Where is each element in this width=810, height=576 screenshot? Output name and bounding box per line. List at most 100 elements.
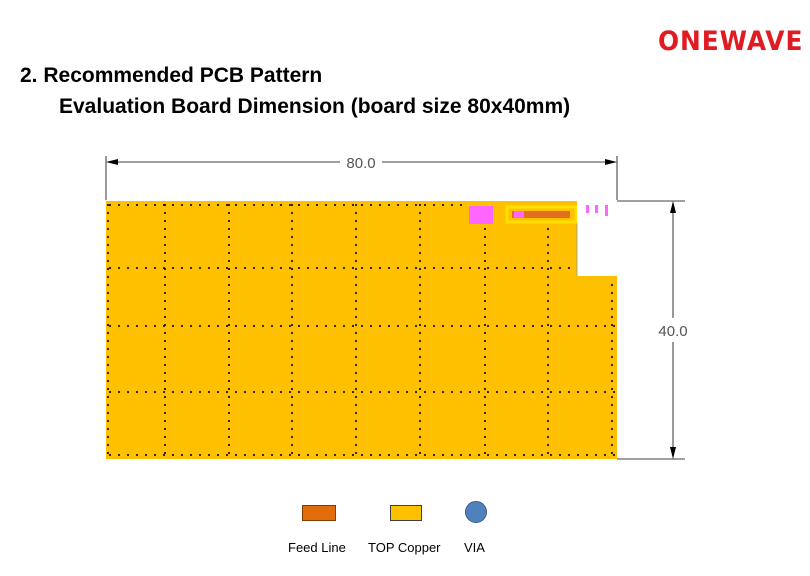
via-dot	[290, 427, 294, 431]
via-dot	[610, 443, 614, 447]
via-dot	[163, 387, 167, 391]
via-dot	[546, 347, 550, 351]
via-dot	[486, 324, 490, 328]
via-dot	[354, 395, 358, 399]
via-dot	[270, 324, 274, 328]
via-dot	[252, 390, 256, 394]
via-dot	[483, 403, 487, 407]
via-dot	[162, 203, 166, 207]
via-dot	[290, 251, 294, 255]
via-dot	[227, 355, 231, 359]
via-dot	[405, 453, 409, 457]
via-dot	[216, 324, 220, 328]
via-dot	[450, 453, 454, 457]
via-dot	[171, 266, 175, 270]
via-dot	[290, 451, 294, 455]
via-dot	[610, 379, 614, 383]
via-dot	[396, 390, 400, 394]
via-dot	[342, 324, 346, 328]
via-dot	[610, 291, 614, 295]
via-dot	[227, 379, 231, 383]
via-dot	[585, 324, 589, 328]
via-dot	[106, 291, 110, 295]
via-dot	[354, 427, 358, 431]
via-dot	[227, 251, 231, 255]
via-dot	[418, 307, 422, 311]
via-dot	[369, 453, 373, 457]
via-dot	[315, 390, 319, 394]
via-dot	[558, 390, 562, 394]
via-dot	[396, 266, 400, 270]
via-dot	[546, 411, 550, 415]
via-dot	[418, 419, 422, 423]
via-dot	[227, 403, 231, 407]
via-dot	[558, 453, 562, 457]
via-dot	[333, 266, 337, 270]
via-dot	[567, 324, 571, 328]
via-dot	[432, 203, 436, 207]
via-dot	[531, 390, 535, 394]
via-dot	[522, 324, 526, 328]
via-dot	[477, 266, 481, 270]
via-dot	[441, 203, 445, 207]
via-dot	[418, 291, 422, 295]
via-dot	[290, 299, 294, 303]
top-copper-swatch	[390, 505, 422, 521]
via-dot	[549, 453, 553, 457]
via-dot	[126, 203, 130, 207]
via-dot	[546, 259, 550, 263]
via-dot	[106, 331, 110, 335]
via-dot	[234, 203, 238, 207]
via-dot	[279, 453, 283, 457]
via-dot	[546, 251, 550, 255]
via-dot	[290, 211, 294, 215]
via-dot	[324, 453, 328, 457]
via-dot	[225, 203, 229, 207]
via-dot	[414, 203, 418, 207]
via-dot	[315, 203, 319, 207]
via-dot	[216, 203, 220, 207]
antenna-pad-1	[586, 205, 589, 213]
via-dot	[354, 227, 358, 231]
via-dot	[144, 390, 148, 394]
via-dot	[418, 323, 422, 327]
via-dot	[495, 390, 499, 394]
via-dot	[522, 266, 526, 270]
via-dot	[290, 435, 294, 439]
via-dot	[135, 203, 139, 207]
via-dot	[414, 390, 418, 394]
via-dot	[610, 427, 614, 431]
via-dot	[418, 243, 422, 247]
via-dot	[297, 266, 301, 270]
via-dot	[163, 355, 167, 359]
via-dot	[163, 211, 167, 215]
via-dot	[198, 324, 202, 328]
via-dot	[576, 390, 580, 394]
via-dot	[387, 324, 391, 328]
via-dot	[387, 203, 391, 207]
feed-line	[512, 211, 570, 218]
via-dot	[290, 259, 294, 263]
via-dot	[546, 371, 550, 375]
via-dot	[288, 203, 292, 207]
via-dot	[126, 266, 130, 270]
via-dot	[243, 266, 247, 270]
via-dot	[162, 266, 166, 270]
height-dimension-label: 40.0	[658, 323, 687, 340]
via-dot	[483, 427, 487, 431]
via-dot	[279, 324, 283, 328]
via-dot	[234, 324, 238, 328]
via-dot	[106, 435, 110, 439]
antenna-pad-2	[595, 205, 598, 213]
via-dot	[163, 235, 167, 239]
via-dot	[483, 251, 487, 255]
via-dot	[189, 266, 193, 270]
via-dot	[546, 379, 550, 383]
via-dot	[106, 307, 110, 311]
feed-pad	[469, 206, 493, 224]
via-dot	[290, 307, 294, 311]
via-dot	[315, 324, 319, 328]
via-dot	[354, 347, 358, 351]
via-dot	[354, 331, 358, 335]
via-dot	[546, 435, 550, 439]
